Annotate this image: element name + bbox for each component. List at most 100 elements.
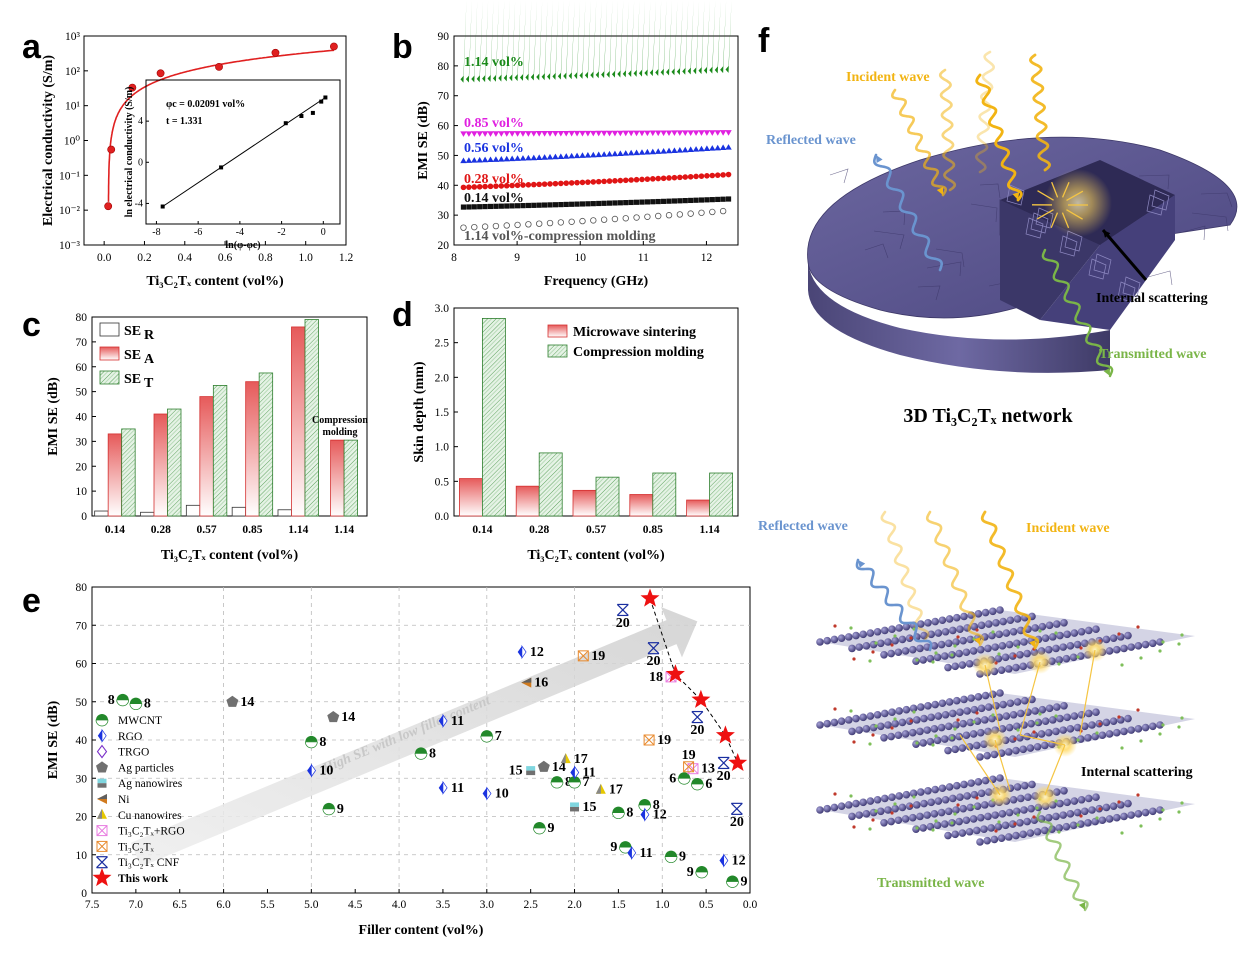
series-marker xyxy=(725,130,732,136)
literature-marker xyxy=(695,865,709,879)
series-marker xyxy=(687,0,694,75)
y-tick-label: 80 xyxy=(438,61,450,73)
atom xyxy=(1041,826,1049,835)
atom xyxy=(1056,714,1064,723)
atom xyxy=(1102,718,1111,727)
literature-marker xyxy=(643,734,655,746)
series-marker xyxy=(671,130,678,137)
y-tick-label: 90 xyxy=(438,31,450,43)
series-marker xyxy=(590,0,597,79)
atom xyxy=(1016,651,1024,659)
inset-x-tick-label: -2 xyxy=(277,227,285,238)
bar xyxy=(245,381,260,517)
bar xyxy=(153,413,168,517)
marker-part xyxy=(482,787,487,800)
atom xyxy=(934,797,943,805)
series-marker xyxy=(671,198,678,204)
cell-boundary xyxy=(1146,194,1165,216)
atom-dopant xyxy=(1038,712,1042,716)
series-marker xyxy=(460,157,467,164)
reference-label: 20 xyxy=(616,616,630,631)
x-axis-label: Ti₃C₂Tₓ content (vol%) xyxy=(146,274,284,289)
annotation-text: Compression xyxy=(312,415,368,426)
series-marker xyxy=(666,198,672,204)
series-label: 0.56 vol% xyxy=(464,141,524,156)
atom-dopant xyxy=(997,652,1001,656)
series-marker xyxy=(466,204,472,210)
atom xyxy=(1156,721,1164,729)
inset-annotation: t = 1.331 xyxy=(166,116,203,127)
marker-part xyxy=(695,865,708,872)
atom-dopant xyxy=(934,734,938,738)
reference-label: 20 xyxy=(690,723,704,738)
legend-marker xyxy=(96,761,108,773)
series-marker xyxy=(644,0,651,77)
series-marker xyxy=(704,173,710,179)
atom xyxy=(1063,713,1071,722)
series-marker xyxy=(725,196,732,202)
this-work-marker xyxy=(691,689,711,708)
series-marker xyxy=(579,130,586,137)
marker-part xyxy=(691,689,711,708)
atom xyxy=(938,784,947,793)
cell-boundary xyxy=(1030,212,1049,234)
cell-boundary xyxy=(1093,253,1112,275)
legend-marker xyxy=(97,794,107,804)
atom-dopant xyxy=(852,740,856,744)
label-internal-scattering: Internal scattering xyxy=(1096,291,1208,306)
atom xyxy=(1038,705,1047,714)
series-marker xyxy=(481,131,489,137)
inset-x-tick-label: -6 xyxy=(194,227,202,238)
y-tick-label: 60 xyxy=(76,362,88,374)
y-tick-label: 10⁻³ xyxy=(59,240,81,252)
atom xyxy=(1066,725,1075,733)
bar xyxy=(121,428,136,517)
atom xyxy=(995,630,1003,639)
series-marker xyxy=(476,131,483,137)
atom xyxy=(1141,808,1150,817)
literature-marker xyxy=(726,875,739,888)
wave xyxy=(1028,53,1052,172)
marker-part xyxy=(96,825,108,836)
series-marker xyxy=(628,0,635,78)
atom-dopant xyxy=(950,736,954,740)
series-marker xyxy=(503,155,510,162)
series-marker xyxy=(547,202,553,208)
series-marker xyxy=(698,0,705,75)
atom xyxy=(1049,716,1057,724)
atom xyxy=(977,813,985,822)
atom-dopant xyxy=(972,720,976,724)
atom xyxy=(945,639,953,648)
cell-boundary xyxy=(1182,225,1206,241)
atom xyxy=(945,615,954,623)
series-marker xyxy=(460,131,467,137)
atom xyxy=(837,802,846,810)
atom xyxy=(955,732,963,741)
atom xyxy=(998,810,1007,818)
atom xyxy=(994,822,1003,831)
atom xyxy=(837,634,846,642)
series-marker xyxy=(579,201,586,207)
sheet-top xyxy=(816,606,1195,678)
wave xyxy=(974,50,996,174)
x-tick-label: 0.6 xyxy=(218,252,233,264)
legend-label: This work xyxy=(118,873,169,885)
atom xyxy=(997,666,1006,674)
atom xyxy=(1041,741,1049,750)
atom xyxy=(927,713,935,722)
bar xyxy=(140,511,155,517)
x-tick-label: 0.14 xyxy=(105,524,125,536)
marker-part xyxy=(517,646,522,659)
series-marker xyxy=(611,150,619,157)
scatter-arrow xyxy=(1050,212,1059,229)
atom xyxy=(1156,638,1164,646)
literature-marker xyxy=(640,807,650,822)
atom xyxy=(837,717,846,725)
scatter-arrow xyxy=(1019,734,1066,746)
reference-label: 20 xyxy=(646,654,660,669)
series-marker xyxy=(719,144,727,151)
legend-swatch xyxy=(99,346,120,361)
atom xyxy=(873,710,882,719)
atom-dopant xyxy=(852,657,856,661)
atom xyxy=(1149,722,1157,731)
